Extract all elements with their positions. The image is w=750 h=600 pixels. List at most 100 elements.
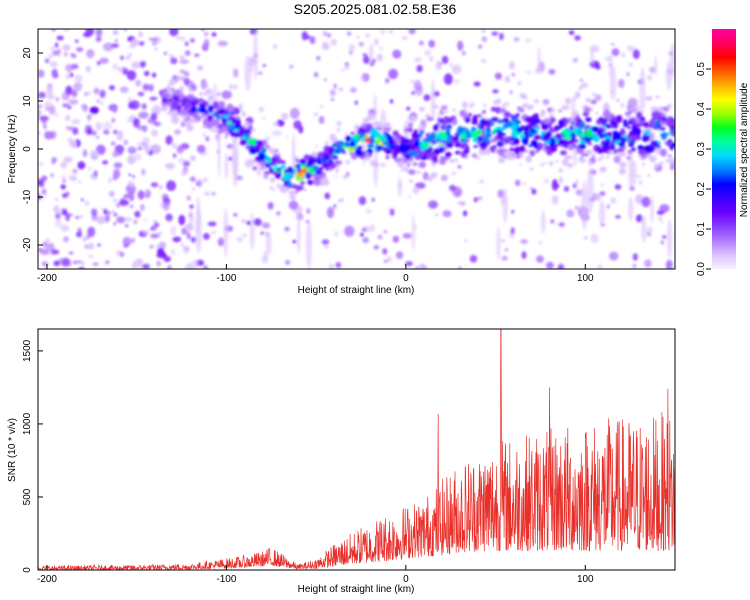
heatmap-cell: [193, 105, 197, 109]
heatmap-cell: [428, 200, 438, 209]
heatmap-cell: [165, 213, 173, 222]
heatmap-cell: [284, 170, 288, 174]
heatmap-cell: [620, 52, 626, 58]
heatmap-cell: [667, 103, 672, 109]
heatmap-cell: [116, 130, 124, 141]
heatmap-cell: [484, 149, 491, 155]
heatmap-cell: [63, 236, 69, 243]
heatmap-cell: [38, 91, 46, 99]
heatmap-cell: [666, 132, 671, 136]
heatmap-cell: [463, 149, 470, 153]
heatmap-cell: [193, 101, 198, 106]
heatmap-cell: [223, 115, 228, 119]
heatmap-cell: [634, 106, 641, 111]
heatmap-cell: [226, 103, 234, 112]
heatmap-cell: [444, 125, 450, 130]
heatmap-cell: [517, 106, 522, 110]
heatmap-cell: [326, 33, 332, 38]
heatmap-cell: [112, 106, 118, 113]
heatmap-cell: [525, 155, 532, 163]
heatmap-cell: [350, 87, 357, 93]
heatmap-cell: [84, 200, 90, 207]
heatmap-cell: [626, 45, 632, 51]
heatmap-cell: [137, 124, 144, 131]
heatmap-cell: [597, 129, 604, 137]
heatmap-cell: [469, 103, 474, 108]
heatmap-cell: [181, 122, 185, 127]
heatmap-cell: [543, 118, 551, 125]
heatmap-cell: [439, 155, 444, 161]
heatmap-cell: [382, 248, 388, 255]
heatmap-cell: [618, 141, 625, 148]
heatmap-cell: [572, 58, 578, 63]
heatmap-cell: [618, 167, 626, 175]
heatmap-cell: [142, 83, 150, 91]
heatmap-cell: [555, 143, 559, 147]
heatmap-cell: [635, 127, 641, 132]
heatmap-cell: [433, 105, 439, 109]
heatmap-cell: [650, 106, 657, 112]
heatmap-cell: [594, 193, 602, 202]
heatmap-cell: [586, 128, 591, 133]
heatmap-cell: [517, 81, 522, 86]
heatmap-cell: [238, 124, 242, 128]
heatmap-cell: [54, 42, 59, 48]
heatmap-cell: [643, 121, 649, 128]
heatmap-cell: [549, 145, 557, 153]
heatmap-cell: [600, 117, 604, 121]
heatmap-cell: [96, 99, 101, 103]
heatmap-cell: [441, 55, 449, 64]
heatmap-cell: [585, 149, 593, 155]
heatmap-cell: [176, 75, 183, 81]
heatmap-cell: [392, 135, 398, 141]
heatmap-cell: [509, 147, 514, 152]
heatmap-cell: [296, 213, 301, 255]
heatmap-cell: [491, 31, 499, 36]
heatmap-cell: [477, 114, 482, 118]
heatmap-cell: [660, 112, 666, 117]
heatmap-cell: [49, 48, 53, 51]
heatmap-cell: [622, 140, 626, 143]
heatmap-cell: [272, 167, 278, 172]
heatmap-cell: [389, 209, 395, 216]
heatmap-cell: [619, 152, 626, 157]
heatmap-cell: [646, 75, 653, 81]
heatmap-cell: [95, 121, 102, 131]
heatmap-cell: [326, 206, 335, 219]
heatmap-cell: [257, 140, 264, 146]
heatmap-cell: [345, 160, 351, 165]
heatmap-cell: [142, 125, 148, 133]
heatmap-cell: [361, 136, 366, 140]
heatmap-cell: [550, 219, 554, 224]
heatmap-cell: [42, 196, 46, 199]
heatmap-cell: [58, 258, 63, 263]
heatmap-cell: [521, 251, 527, 259]
heatmap-cell: [55, 212, 61, 220]
heatmap-cell: [636, 124, 642, 128]
heatmap-cell: [149, 37, 153, 41]
figure-title: S205.2025.081.02.58.E36: [293, 1, 457, 17]
heatmap-cell: [87, 91, 91, 95]
heatmap-cell: [418, 125, 425, 131]
heatmap-cell: [435, 213, 438, 216]
heatmap-cell: [184, 100, 192, 108]
heatmap-cell: [307, 180, 310, 183]
heatmap-cell: [660, 132, 668, 138]
heatmap-cell: [530, 167, 533, 171]
heatmap-cell: [428, 40, 436, 48]
heatmap-cell: [65, 64, 74, 72]
heatmap-cell: [365, 33, 370, 38]
heatmap-cell: [482, 29, 485, 33]
heatmap-cell: [183, 107, 187, 110]
heatmap-cell: [96, 60, 101, 66]
heatmap-cell: [457, 201, 462, 206]
heatmap-cell: [53, 205, 60, 214]
heatmap-cell: [413, 57, 422, 63]
heatmap-cell: [334, 231, 339, 237]
heatmap-cell: [82, 104, 89, 112]
heatmap-cell: [575, 179, 579, 185]
heatmap-cell: [281, 186, 289, 193]
heatmap-cell: [472, 138, 478, 143]
heatmap-cell: [469, 254, 478, 263]
heatmap-cell: [608, 125, 612, 128]
